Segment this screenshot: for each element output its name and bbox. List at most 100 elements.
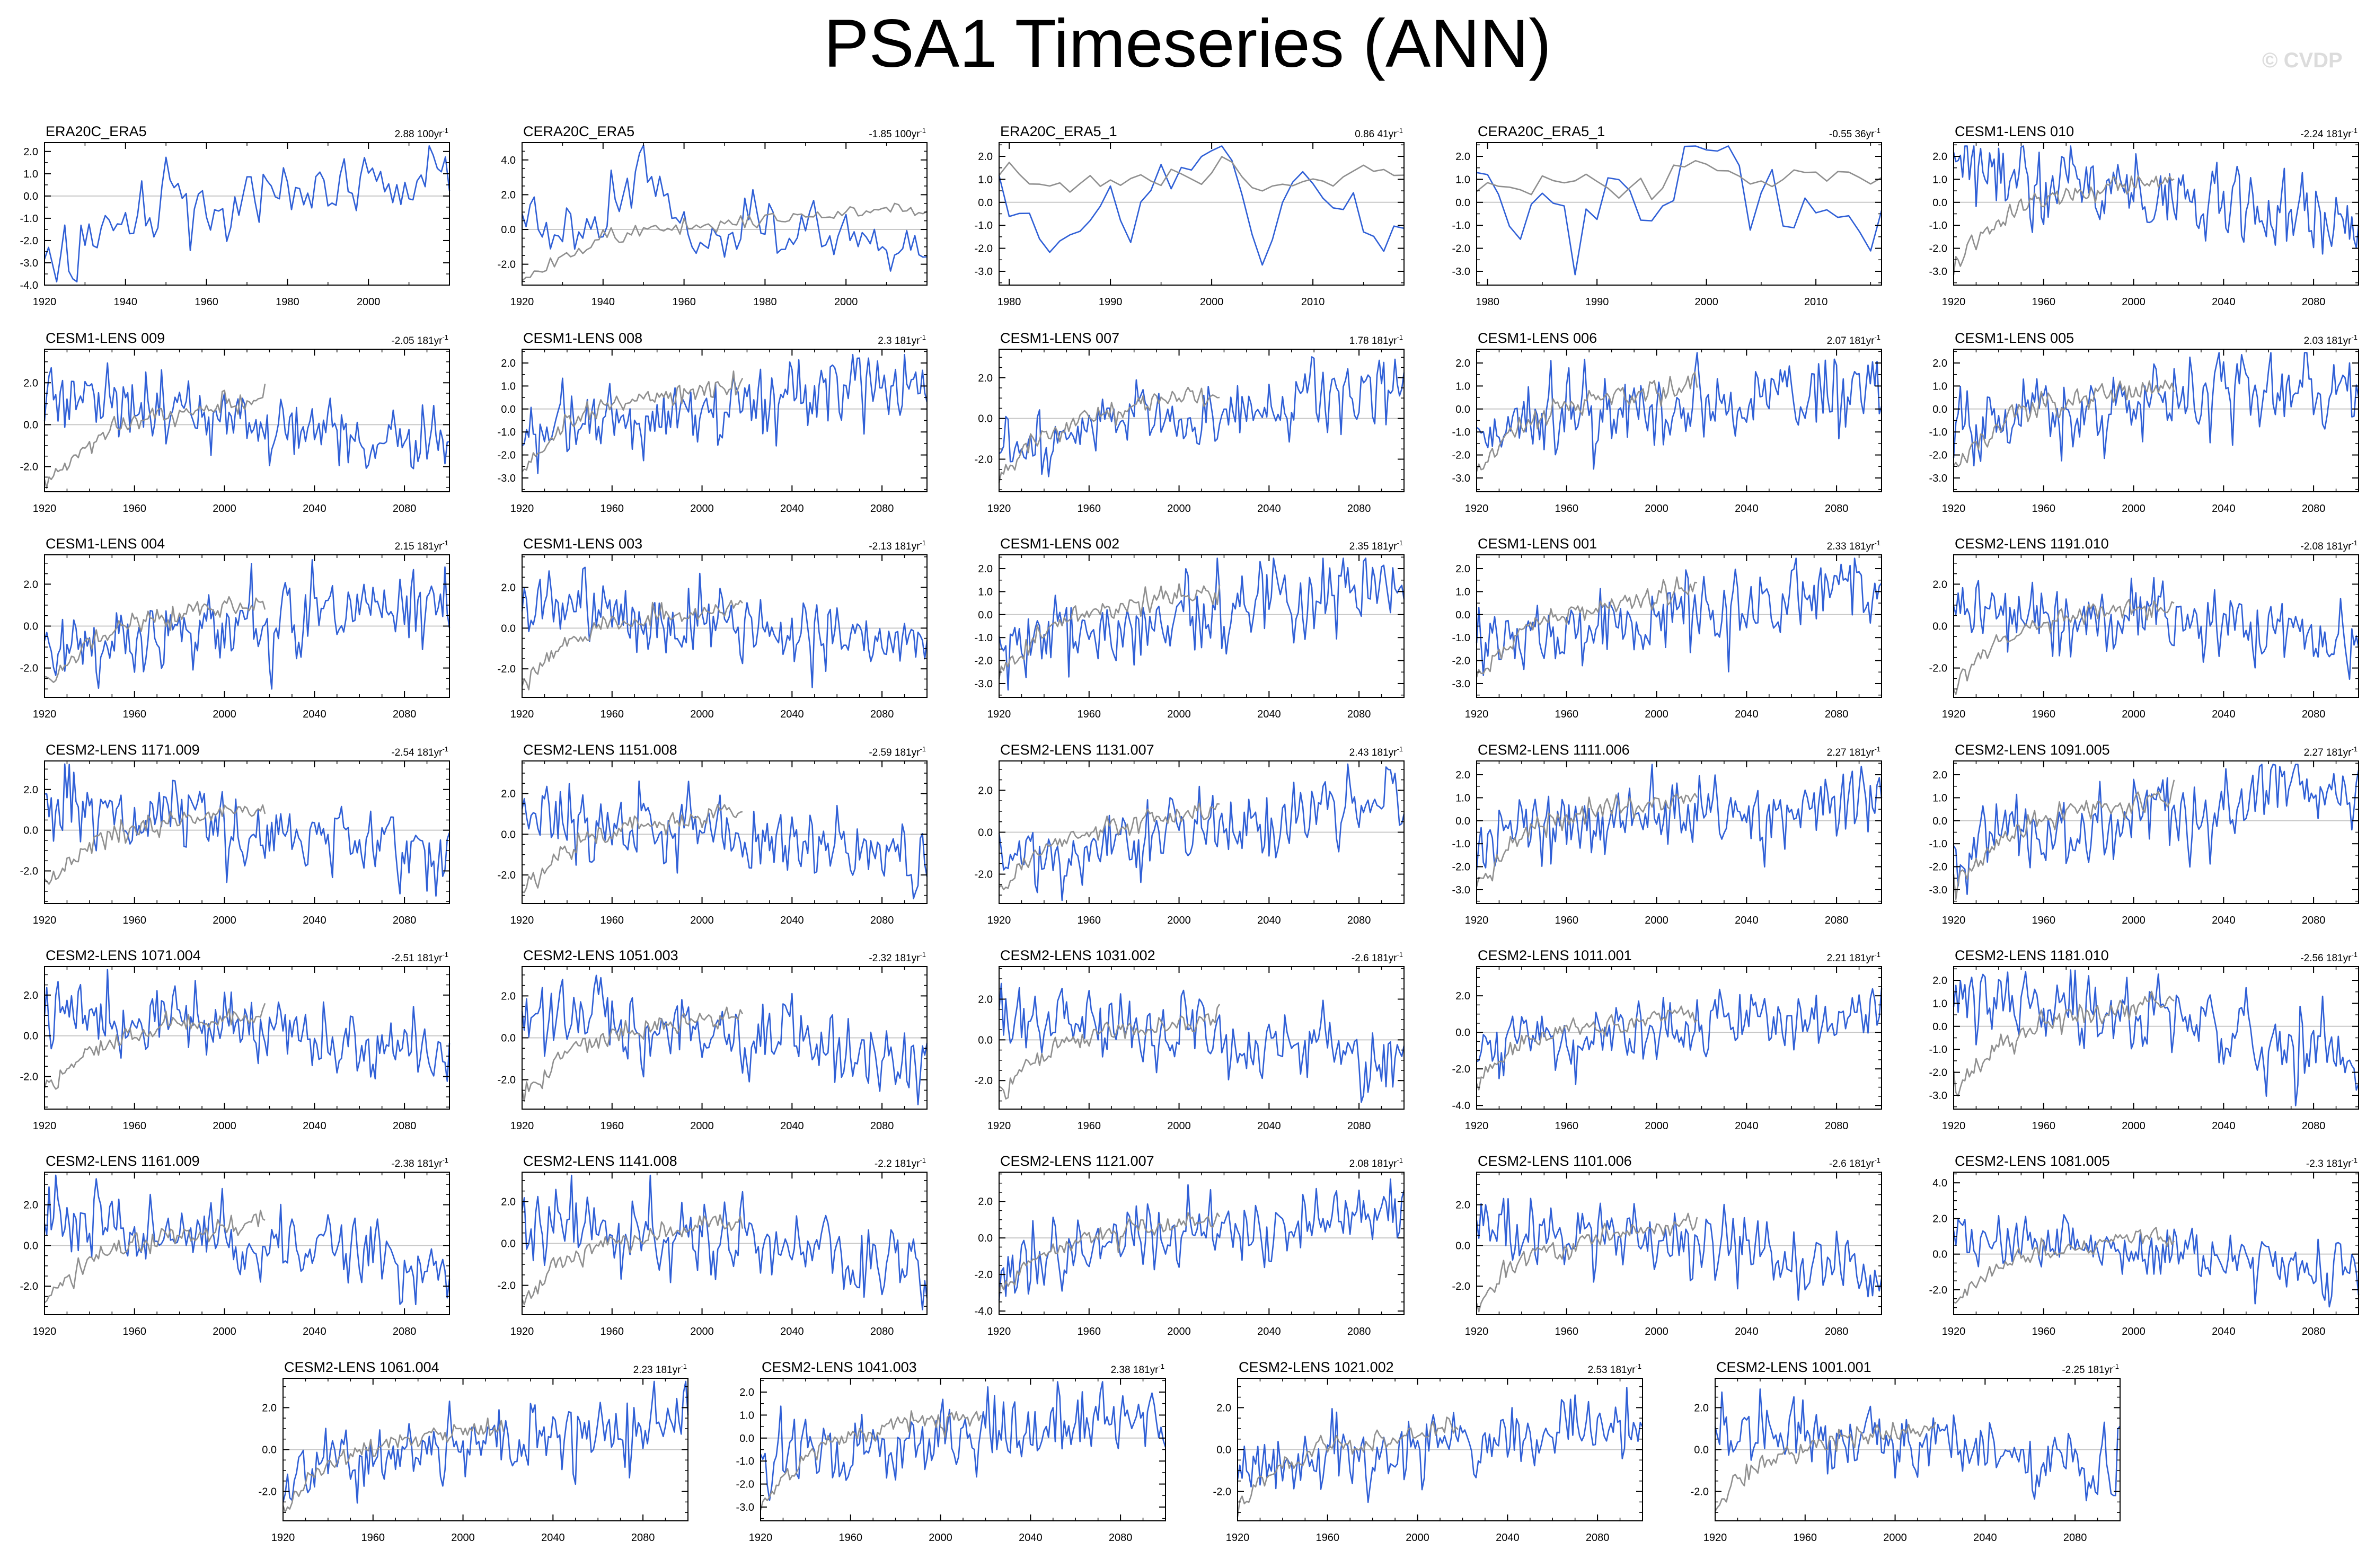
x-tick-label: 2080 [870,708,894,720]
y-tick-label: -3.0 [1452,884,1470,896]
panel-trend: -2.32 181yr-1 [869,951,926,964]
x-tick-label: 1960 [1078,915,1101,926]
x-tick-label: 1920 [33,1326,57,1337]
model-series-line [998,982,1405,1103]
x-tick-label: 2040 [1735,1120,1759,1132]
y-tick-label: -3.0 [1452,473,1470,484]
panel: CESM2-LENS 1141.008 -2.2 181yr-1 2.0 0.0 -2.… [498,1153,928,1337]
model-series-line [998,1178,1405,1301]
y-tick-label: 2.0 [1932,1213,1947,1225]
x-tick-label: 2080 [2302,708,2326,720]
panel: ERA20C_ERA5 2.88 100yr-1 2.0 1.0 0.0 -1.0 -2.0… [20,123,451,308]
model-series-line [43,559,451,690]
y-tick-label: 0.0 [501,404,516,415]
panel-trend: 2.53 181yr-1 [1588,1362,1641,1376]
y-tick-label: -2.0 [1452,862,1470,873]
y-tick-label: 0.0 [978,197,993,209]
y-tick-label: 0.0 [501,1033,516,1044]
x-tick-label: 2080 [2302,503,2326,515]
y-tick-label: -3.0 [1452,678,1470,690]
panel-title: CESM2-LENS 1171.009 [46,742,200,758]
y-tick-label: -1.0 [1452,632,1470,644]
x-tick-label: 1920 [1465,1120,1489,1132]
panel: CESM1-LENS 009 -2.05 181yr-1 2.0 0.0 -2.0 192… [20,330,450,515]
panel-frame [44,1172,450,1315]
x-tick-label: 1990 [1099,296,1123,308]
x-tick-label: 2000 [690,503,714,515]
x-tick-label: 1920 [987,915,1011,926]
x-tick-label: 1960 [601,1120,624,1132]
y-tick-label: 2.0 [501,582,516,593]
x-tick-label: 2080 [2302,296,2326,308]
y-tick-label: -2.0 [498,1280,516,1292]
panel-trend: -2.56 181yr-1 [2300,951,2358,964]
panel-frame [44,142,450,286]
y-tick-label: -1.0 [736,1456,754,1467]
x-tick-label: 2040 [1496,1532,1520,1544]
x-tick-label: 1960 [123,503,147,515]
model-series-line [1476,352,1883,470]
y-tick-label: 1.0 [1932,380,1947,392]
x-tick-label: 2000 [213,708,236,720]
panel: CESM2-LENS 1171.009 -2.54 181yr-1 2.0 0.0 -2… [20,742,451,926]
y-tick-label: -1.0 [975,220,993,232]
panel: CESM2-LENS 1031.002 -2.6 181yr-1 2.0 0.0 -2.… [975,947,1405,1132]
model-series-line [1953,145,2360,255]
obs-series-line [1953,175,2175,275]
panel-title: CESM2-LENS 1061.004 [284,1359,439,1375]
obs-series-line [521,1214,744,1305]
x-tick-label: 1940 [591,296,615,308]
y-tick-label: -2.0 [20,462,38,473]
x-tick-label: 1960 [2032,708,2056,720]
x-tick-label: 2000 [690,1326,714,1337]
panel-trend: 2.21 181yr-1 [1827,951,1880,964]
x-tick-label: 2040 [1257,915,1281,926]
x-tick-label: 1960 [1555,915,1579,926]
panel: CESM2-LENS 1101.006 -2.6 181yr-1 2.0 0.0 -2.… [1452,1153,1883,1337]
x-tick-label: 2000 [1645,1120,1668,1132]
x-tick-label: 2000 [451,1532,475,1544]
model-series-line [1476,988,1883,1085]
panel-frame [522,142,928,286]
y-tick-label: 2.0 [501,788,516,800]
y-tick-label: 2.0 [501,189,516,201]
x-tick-label: 2080 [1347,915,1371,926]
x-tick-label: 1980 [1476,296,1499,308]
y-tick-label: 0.0 [262,1445,277,1456]
y-tick-label: -3.0 [20,258,38,269]
y-tick-label: 0.0 [23,825,38,837]
x-tick-label: 1960 [601,915,624,926]
obs-series-line [282,1418,505,1513]
y-tick-label: 2.0 [262,1402,277,1414]
x-tick-label: 2000 [1406,1532,1429,1544]
panel-frame [1476,142,1882,286]
y-tick-label: 2.0 [23,784,38,796]
y-tick-label: 0.0 [23,191,38,202]
y-tick-label: -2.0 [20,1281,38,1292]
y-tick-label: 0.0 [978,609,993,621]
obs-series-line [998,156,1405,193]
x-tick-label: 2000 [2122,1120,2146,1132]
x-tick-label: 1960 [123,915,147,926]
x-tick-label: 2080 [870,915,894,926]
x-tick-label: 2040 [780,708,804,720]
x-tick-label: 2080 [1109,1532,1133,1544]
y-tick-label: -3.0 [975,678,993,690]
model-series-line [1237,1387,1644,1503]
panel: CESM2-LENS 1161.009 -2.38 181yr-1 2.0 0.0 -2… [20,1153,451,1337]
y-tick-label: 1.0 [1932,792,1947,804]
panel-trend: -2.3 181yr-1 [2306,1156,2358,1170]
x-tick-label: 2040 [1019,1532,1043,1544]
model-series-line [521,566,928,688]
x-tick-label: 2000 [690,915,714,926]
x-tick-label: 1920 [987,503,1011,515]
y-tick-label: -2.0 [20,663,38,675]
x-tick-label: 2080 [631,1532,655,1544]
x-tick-label: 2000 [929,1532,952,1544]
x-tick-label: 2040 [2212,915,2236,926]
y-tick-label: -3.0 [1929,884,1947,896]
y-tick-label: 2.0 [501,358,516,369]
y-tick-label: 1.0 [978,586,993,598]
obs-series-line [522,803,743,893]
x-tick-label: 2080 [1825,708,1849,720]
